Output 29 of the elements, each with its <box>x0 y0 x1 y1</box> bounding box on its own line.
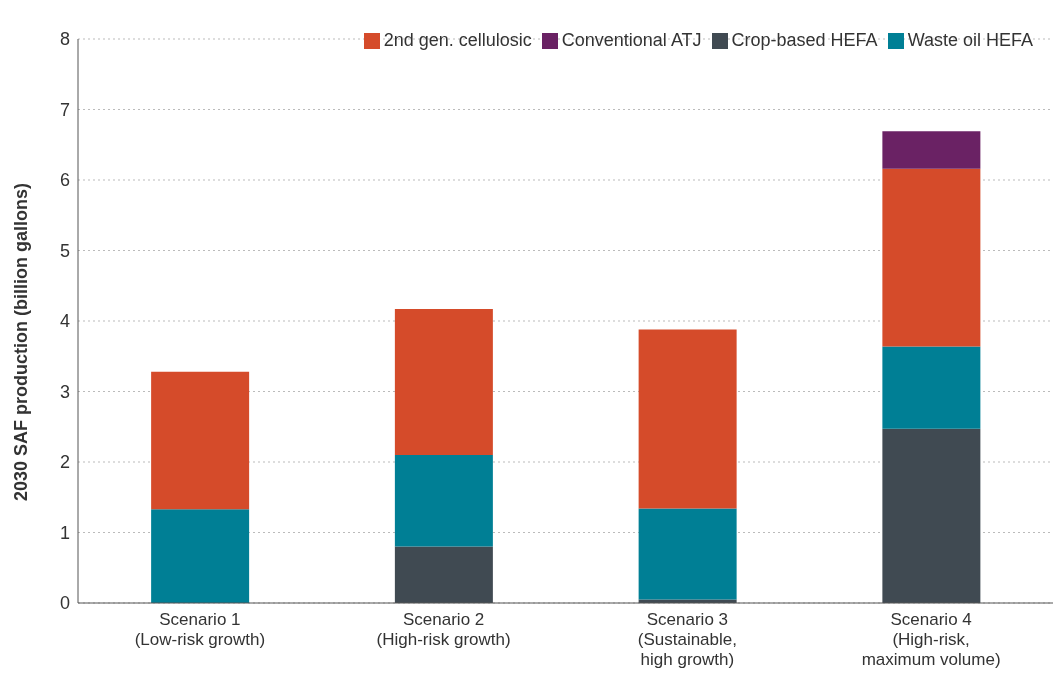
y-tick-label: 8 <box>59 29 70 50</box>
y-tick-label: 1 <box>59 522 70 543</box>
bar <box>638 329 737 509</box>
y-tick-label: 3 <box>59 381 70 402</box>
y-tick-label: 7 <box>59 99 70 120</box>
legend-label: 2nd gen. cellulosic <box>383 30 532 50</box>
y-tick-label: 6 <box>59 170 70 191</box>
bar <box>394 454 493 547</box>
y-tick-label: 5 <box>59 240 70 261</box>
bar <box>882 428 981 603</box>
y-tick-label: 2 <box>59 452 70 473</box>
x-tick-label: Scenario 3 (Sustainable, high growth) <box>637 610 737 669</box>
bar <box>151 509 250 603</box>
y-tick-label: 0 <box>59 593 70 614</box>
legend-label: Conventional ATJ <box>561 30 702 50</box>
bar <box>151 371 250 510</box>
legend-label: Crop-based HEFA <box>731 30 878 50</box>
x-tick-label: Scenario 2 (High-risk growth) <box>376 610 511 649</box>
bar <box>394 309 493 455</box>
x-tick-label: Scenario 1 (Low-risk growth) <box>134 610 266 649</box>
x-tick-label: Scenario 4 (High-risk, maximum volume) <box>861 610 1001 669</box>
legend-label: Waste oil HEFA <box>907 30 1033 50</box>
bar <box>394 546 493 603</box>
bar <box>882 168 981 347</box>
bar <box>882 131 981 169</box>
y-axis-title: 2030 SAF production (billion gallons) <box>11 182 32 501</box>
y-tick-label: 4 <box>59 311 70 332</box>
bar <box>638 508 737 600</box>
bar <box>882 346 981 429</box>
